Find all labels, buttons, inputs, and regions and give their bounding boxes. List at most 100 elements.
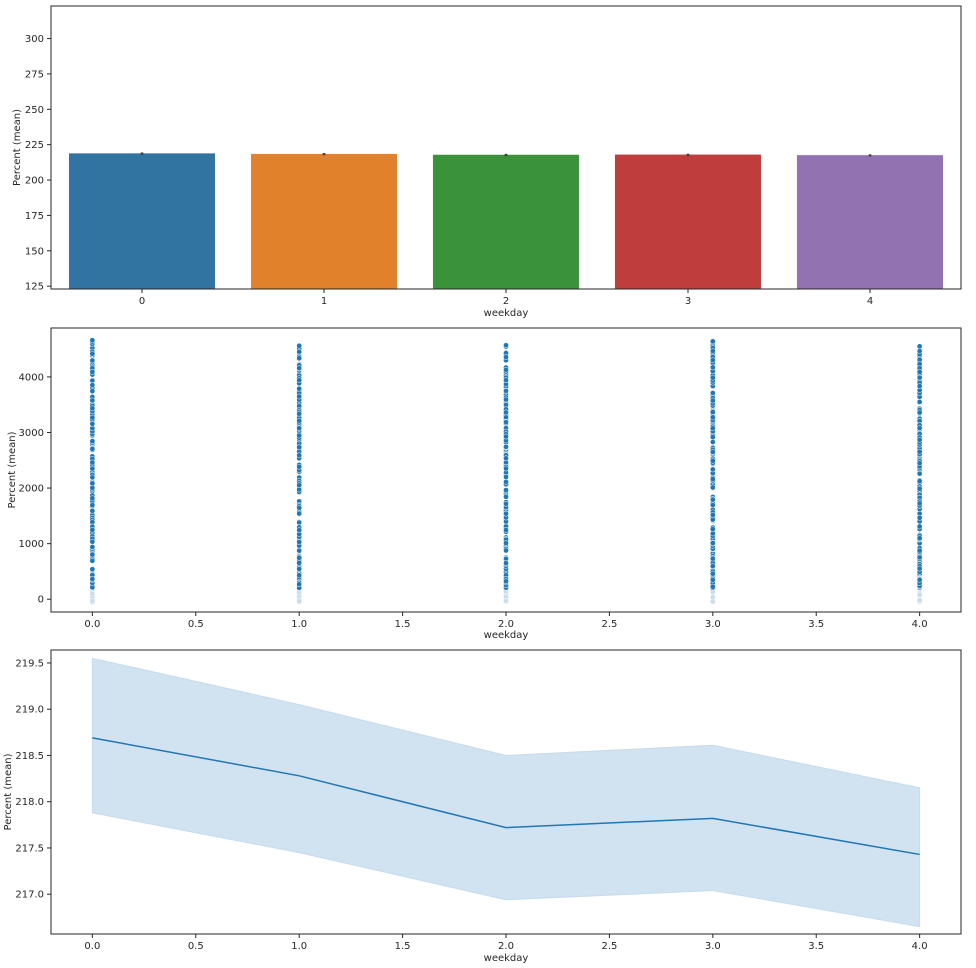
scatter-point	[709, 476, 716, 482]
scatter-point	[296, 519, 303, 526]
scatter-point	[709, 502, 716, 508]
scatter-point	[89, 388, 96, 394]
scatter-point	[916, 547, 923, 554]
scatter-point	[296, 559, 303, 566]
scatter-point	[89, 527, 96, 533]
scatter-point	[709, 374, 716, 381]
x-tick-label: 1.0	[291, 941, 307, 952]
scatter-point	[296, 510, 303, 517]
scatter-point	[709, 563, 716, 569]
scatter-point	[916, 448, 923, 455]
scatter-point	[709, 364, 716, 371]
scatter-point	[916, 436, 923, 443]
scatter-point	[296, 377, 303, 384]
scatter-point	[89, 397, 96, 404]
axes-frame	[50, 649, 962, 935]
x-tick-label: 3.5	[808, 619, 824, 630]
scatter-point	[296, 393, 303, 400]
y-tick-label: 150	[25, 246, 44, 257]
scatter-point	[296, 554, 303, 561]
scatter-point	[296, 539, 303, 545]
scatter-point	[709, 570, 716, 577]
y-tick-label: 218.5	[15, 751, 44, 762]
scatter-point	[709, 583, 716, 590]
x-tick-label: 3.5	[808, 941, 824, 952]
scatter-point	[89, 502, 96, 508]
scatter-point	[916, 343, 923, 350]
y-tick-label: 219.0	[15, 705, 44, 716]
scatter-point	[709, 466, 716, 473]
x-tick-label: 2.0	[498, 941, 514, 952]
scatter-point	[89, 557, 96, 564]
scatter-point	[89, 337, 96, 344]
scatter-chart-panel: 0 1000 2000 3000 4000 0.0 0.5 1.0 1.5 2.0 2.5 3.0 3.…	[7, 327, 962, 641]
scatter-point	[709, 496, 716, 503]
scatter-point	[503, 342, 509, 349]
x-axis-label: weekday	[484, 953, 529, 964]
y-tick-label: 1000	[19, 539, 44, 550]
scatter-point	[916, 514, 923, 521]
scatter-point	[296, 410, 303, 417]
scatter-point	[709, 484, 716, 491]
scatter-point	[709, 457, 716, 464]
scatter-point	[296, 452, 303, 459]
bar-3	[614, 154, 762, 290]
scatter-point	[709, 512, 716, 518]
scatter-point	[503, 354, 509, 360]
y-tick-label: 217.5	[15, 843, 44, 854]
scatter-point	[503, 419, 509, 426]
scatter-point	[709, 449, 716, 455]
scatter-point	[709, 409, 716, 415]
scatter-point	[503, 465, 509, 472]
scatter-point	[709, 434, 716, 440]
y-tick-label: 4000	[19, 372, 44, 383]
scatter-point	[709, 576, 716, 583]
scatter-point	[709, 390, 716, 396]
scatter-point	[916, 592, 923, 598]
bar-0	[68, 153, 216, 290]
axes-frame	[50, 327, 962, 613]
scatter-point	[89, 357, 96, 364]
scatter-point	[709, 414, 716, 421]
bar-2	[432, 154, 580, 290]
scatter-point	[503, 510, 509, 517]
scatter-point	[89, 474, 96, 481]
scatter-point	[503, 500, 509, 507]
scatter-point	[503, 493, 509, 500]
x-axis-label: weekday	[484, 630, 529, 641]
x-tick-label: 1	[321, 296, 327, 307]
y-tick-label: 219.5	[15, 658, 44, 669]
scatter-point	[916, 425, 923, 431]
bar-1	[250, 153, 398, 290]
scatter-point	[89, 405, 96, 412]
y-tick-label: 0	[38, 595, 44, 606]
scatter-point	[916, 577, 923, 583]
scatter-point	[916, 565, 923, 572]
scatter-point	[710, 598, 716, 605]
scatter-point	[709, 338, 716, 345]
scatter-point	[296, 432, 303, 439]
scatter-point	[296, 589, 302, 596]
y-axis-label: Percent (mean)	[7, 431, 18, 508]
scatter-point	[709, 526, 716, 533]
scatter-point	[916, 554, 923, 561]
scatter-point	[296, 365, 303, 371]
scatter-point	[503, 474, 509, 480]
y-axis-label: Percent (mean)	[3, 753, 14, 830]
scatter-point	[89, 566, 96, 573]
scatter-point	[916, 348, 923, 354]
x-tick-label: 0.0	[84, 619, 100, 630]
scatter-point	[709, 348, 716, 354]
scatter-point	[916, 374, 923, 381]
x-tick-label: 2.5	[601, 619, 617, 630]
scatter-point	[503, 433, 509, 440]
y-axis-label: Percent (mean)	[12, 109, 23, 186]
scatter-point	[916, 399, 923, 405]
line-chart-panel: 217.0 217.5 218.0 218.5 219.0 219.5 0.0 0.5 1.0 1…	[3, 649, 962, 964]
axes-frame	[50, 5, 962, 290]
scatter-point	[916, 523, 923, 530]
scatter-point	[503, 443, 509, 450]
x-tick-label: 1.5	[395, 619, 411, 630]
scatter-point	[296, 463, 303, 470]
scatter-point	[503, 578, 509, 585]
